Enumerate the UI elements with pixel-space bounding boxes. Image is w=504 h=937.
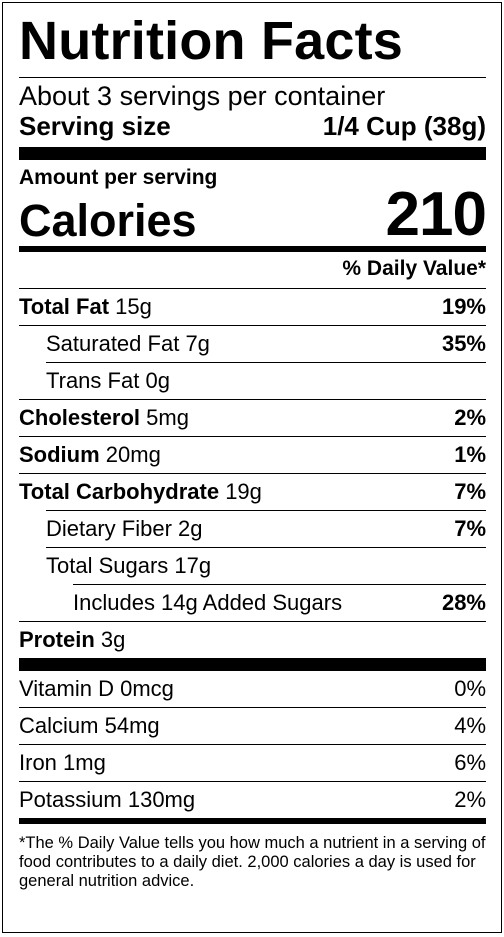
nutrient-row-total-sugars: Total Sugars 17g (19, 548, 486, 584)
label-title: Nutrition Facts (19, 11, 404, 71)
nutrient-row-total-fat: Total Fat 15g 19% (19, 289, 486, 325)
nutrient-dv: 28% (441, 590, 486, 615)
daily-value-footnote: *The % Daily Value tells you how much a … (19, 834, 486, 890)
nutrient-name: Sodium 20mg (19, 442, 161, 467)
footnote-divider (19, 818, 486, 824)
nutrient-divider (19, 325, 486, 326)
nutrient-row-cholesterol: Cholesterol 5mg 2% (19, 400, 486, 436)
nutrient-row-trans-fat: Trans Fat 0g (19, 363, 486, 399)
nutrient-divider (19, 621, 486, 622)
title-divider (19, 77, 486, 78)
nutrient-divider (19, 436, 486, 437)
calories-value: 210 (385, 180, 487, 249)
nutrient-name: Total Fat 15g (19, 294, 152, 319)
vitamin-divider (19, 707, 486, 708)
nutrient-dv: 35% (441, 331, 486, 356)
vitamin-row-iron: Iron 1mg 6% (19, 745, 486, 781)
vitamin-row-vitamin-d: Vitamin D 0mcg 0% (19, 671, 486, 707)
servings-per-container: About 3 servings per container (19, 81, 386, 111)
nutrient-divider (19, 473, 486, 474)
nutrient-dv: 7% (454, 479, 486, 504)
nutrient-row-total-carbohydrate: Total Carbohydrate 19g 7% (19, 474, 486, 510)
amount-per-serving: Amount per serving (19, 166, 218, 189)
nutrient-name: Trans Fat 0g (46, 368, 170, 393)
vitamin-row-potassium: Potassium 130mg 2% (19, 782, 486, 818)
nutrient-dv: 19% (441, 294, 486, 319)
calories-row: Calories 210 (19, 180, 487, 249)
nutrient-dv: 1% (454, 442, 486, 467)
nutrient-divider (73, 584, 486, 585)
vitamin-dv: 6% (454, 750, 486, 775)
nutrient-dv: 2% (454, 405, 486, 430)
nutrient-row-dietary-fiber: Dietary Fiber 2g 7% (19, 511, 486, 547)
nutrient-name: Total Sugars 17g (46, 553, 212, 578)
nutrient-row-sodium: Sodium 20mg 1% (19, 437, 486, 473)
vitamin-divider (19, 781, 486, 782)
nutrient-divider (46, 510, 486, 511)
vitamins-divider (19, 658, 486, 671)
nutrient-divider (46, 547, 486, 548)
vitamin-name: Iron 1mg (19, 750, 106, 775)
nutrient-name: Saturated Fat 7g (46, 331, 210, 356)
calories-label: Calories (19, 195, 197, 246)
nutrient-name: Total Carbohydrate 19g (19, 479, 262, 504)
serving-divider (19, 147, 486, 160)
vitamin-dv: 2% (454, 787, 486, 812)
vitamin-name: Potassium 130mg (19, 787, 196, 812)
vitamin-name: Calcium 54mg (19, 713, 160, 738)
nutrient-row-added-sugars: Includes 14g Added Sugars 28% (19, 585, 486, 621)
vitamin-dv: 0% (454, 676, 486, 701)
nutrient-name: Includes 14g Added Sugars (73, 590, 343, 615)
serving-size-row: Serving size 1/4 Cup (38g) (19, 111, 486, 147)
nutrient-dv: 7% (454, 516, 486, 541)
calories-divider (19, 246, 486, 252)
vitamin-row-calcium: Calcium 54mg 4% (19, 708, 486, 744)
nutrient-name: Cholesterol 5mg (19, 405, 189, 430)
serving-size-label: Serving size (19, 111, 171, 141)
vitamin-name: Vitamin D 0mcg (19, 676, 174, 701)
vitamin-dv: 4% (454, 713, 486, 738)
nutrient-divider (19, 399, 486, 400)
daily-value-header: % Daily Value* (342, 257, 486, 280)
nutrient-divider (46, 362, 486, 363)
nutrient-row-protein: Protein 3g (19, 622, 486, 658)
nutrient-row-saturated-fat: Saturated Fat 7g 35% (19, 326, 486, 362)
nutrient-name: Dietary Fiber 2g (46, 516, 203, 541)
serving-size-value: 1/4 Cup (38g) (322, 111, 486, 141)
nutrient-name: Protein 3g (19, 627, 126, 652)
vitamin-divider (19, 744, 486, 745)
nutrient-divider (19, 288, 486, 289)
